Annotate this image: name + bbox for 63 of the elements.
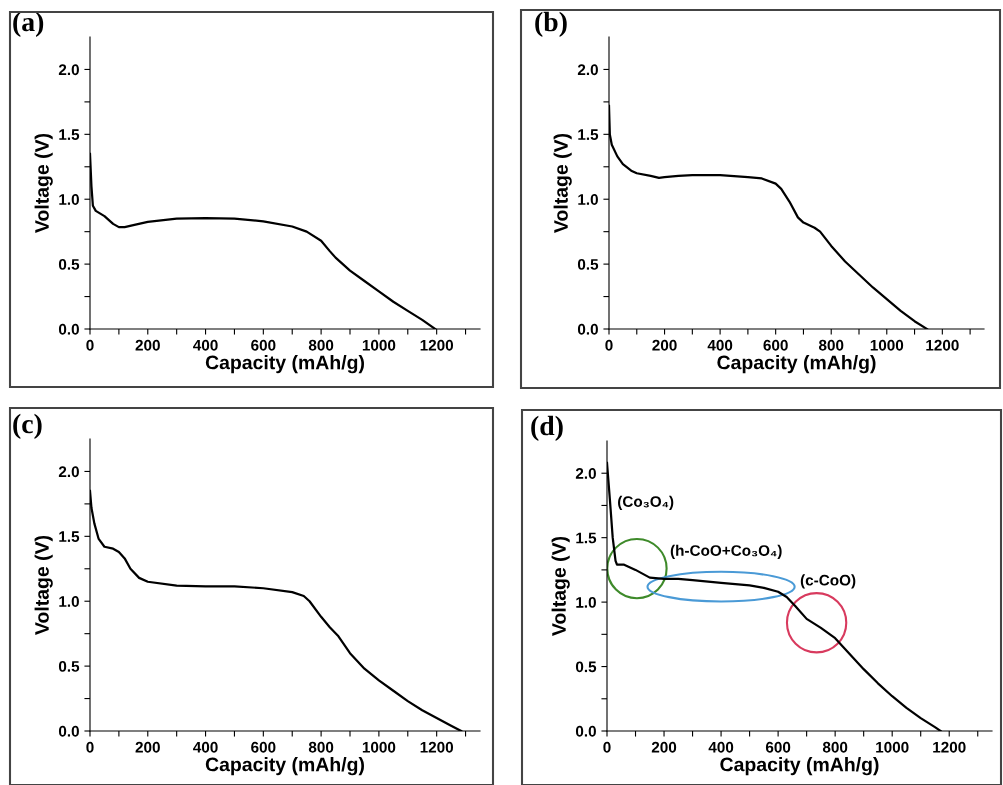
x-tick-label: 600 [251, 339, 276, 351]
chart-title: (a) [13, 11, 44, 37]
x-tick-label: 0 [86, 741, 94, 753]
x-tick-label: 800 [308, 339, 334, 351]
y-tick-label: 1.0 [59, 596, 79, 607]
x-tick-label: 1000 [362, 339, 396, 351]
y-tick-label: 1.0 [59, 194, 79, 205]
y-tick-label: 0.0 [58, 725, 79, 737]
y-tick-label: 0.0 [58, 323, 79, 335]
x-axis-title: Capacity (mAh/g) [717, 355, 876, 374]
x-tick-label: 200 [135, 741, 160, 753]
y-tick-label: 1.0 [578, 194, 598, 205]
x-tick-label: 1000 [362, 741, 396, 753]
x-tick-label: 800 [308, 741, 334, 753]
chart-title: (c) [13, 413, 42, 439]
y-tick-label: 0.0 [575, 725, 596, 737]
x-tick-label: 800 [822, 741, 848, 753]
y-tick-label: 0.5 [58, 660, 80, 672]
y-tick-label: 1.5 [59, 531, 80, 543]
x-tick-label: 600 [763, 339, 788, 351]
y-axis-title: Voltage (V) [553, 133, 572, 233]
x-tick-label: 1200 [926, 339, 959, 351]
x-tick-label: 600 [251, 741, 276, 753]
x-tick-label: 1200 [420, 741, 454, 753]
x-tick-label: 0 [86, 339, 94, 351]
x-tick-label: 1000 [876, 741, 909, 753]
x-tick-label: 0 [603, 741, 611, 753]
x-axis-title: Capacity (mAh/g) [205, 757, 364, 776]
x-tick-label: 1000 [870, 339, 904, 351]
y-tick-label: 0.5 [577, 258, 599, 270]
y-tick-label: 2.0 [577, 64, 598, 76]
x-tick-label: 400 [708, 741, 734, 753]
x-tick-label: 0 [605, 339, 613, 351]
x-axis-title: Capacity (mAh/g) [720, 757, 879, 776]
y-tick-label: 1.5 [576, 532, 597, 544]
annotation: (h-CoO+Co₃O₄) [670, 544, 782, 559]
chart-title: (d) [531, 415, 563, 441]
y-axis-title: Voltage (V) [34, 535, 53, 635]
y-axis-title: Voltage (V) [34, 133, 53, 233]
y-tick-label: 0.5 [58, 258, 80, 270]
x-tick-label: 800 [818, 339, 844, 351]
x-tick-label: 400 [193, 741, 218, 753]
y-tick-label: 2.0 [58, 64, 79, 76]
x-tick-label: 600 [765, 741, 791, 753]
annotation: (c-CoO) [800, 574, 856, 589]
y-tick-label: 0.5 [575, 661, 597, 673]
x-tick-label: 200 [651, 741, 677, 753]
y-tick-label: 1.5 [59, 129, 80, 141]
y-tick-label: 2.0 [58, 466, 79, 478]
x-tick-label: 1200 [420, 339, 454, 351]
x-tick-label: 200 [135, 339, 160, 351]
y-axis-title: Voltage (V) [551, 536, 570, 636]
y-tick-label: 1.0 [576, 596, 596, 608]
x-tick-label: 400 [707, 339, 733, 351]
x-tick-label: 1200 [933, 741, 966, 753]
chart-title: (b) [535, 11, 567, 37]
x-tick-label: 200 [652, 339, 677, 351]
y-tick-label: 0.0 [577, 323, 598, 335]
y-tick-label: 1.5 [578, 129, 599, 141]
x-tick-label: 400 [193, 339, 218, 351]
y-tick-label: 2.0 [575, 468, 596, 479]
annotation: (Co₃O₄) [618, 495, 674, 510]
x-axis-title: Capacity (mAh/g) [205, 355, 364, 374]
